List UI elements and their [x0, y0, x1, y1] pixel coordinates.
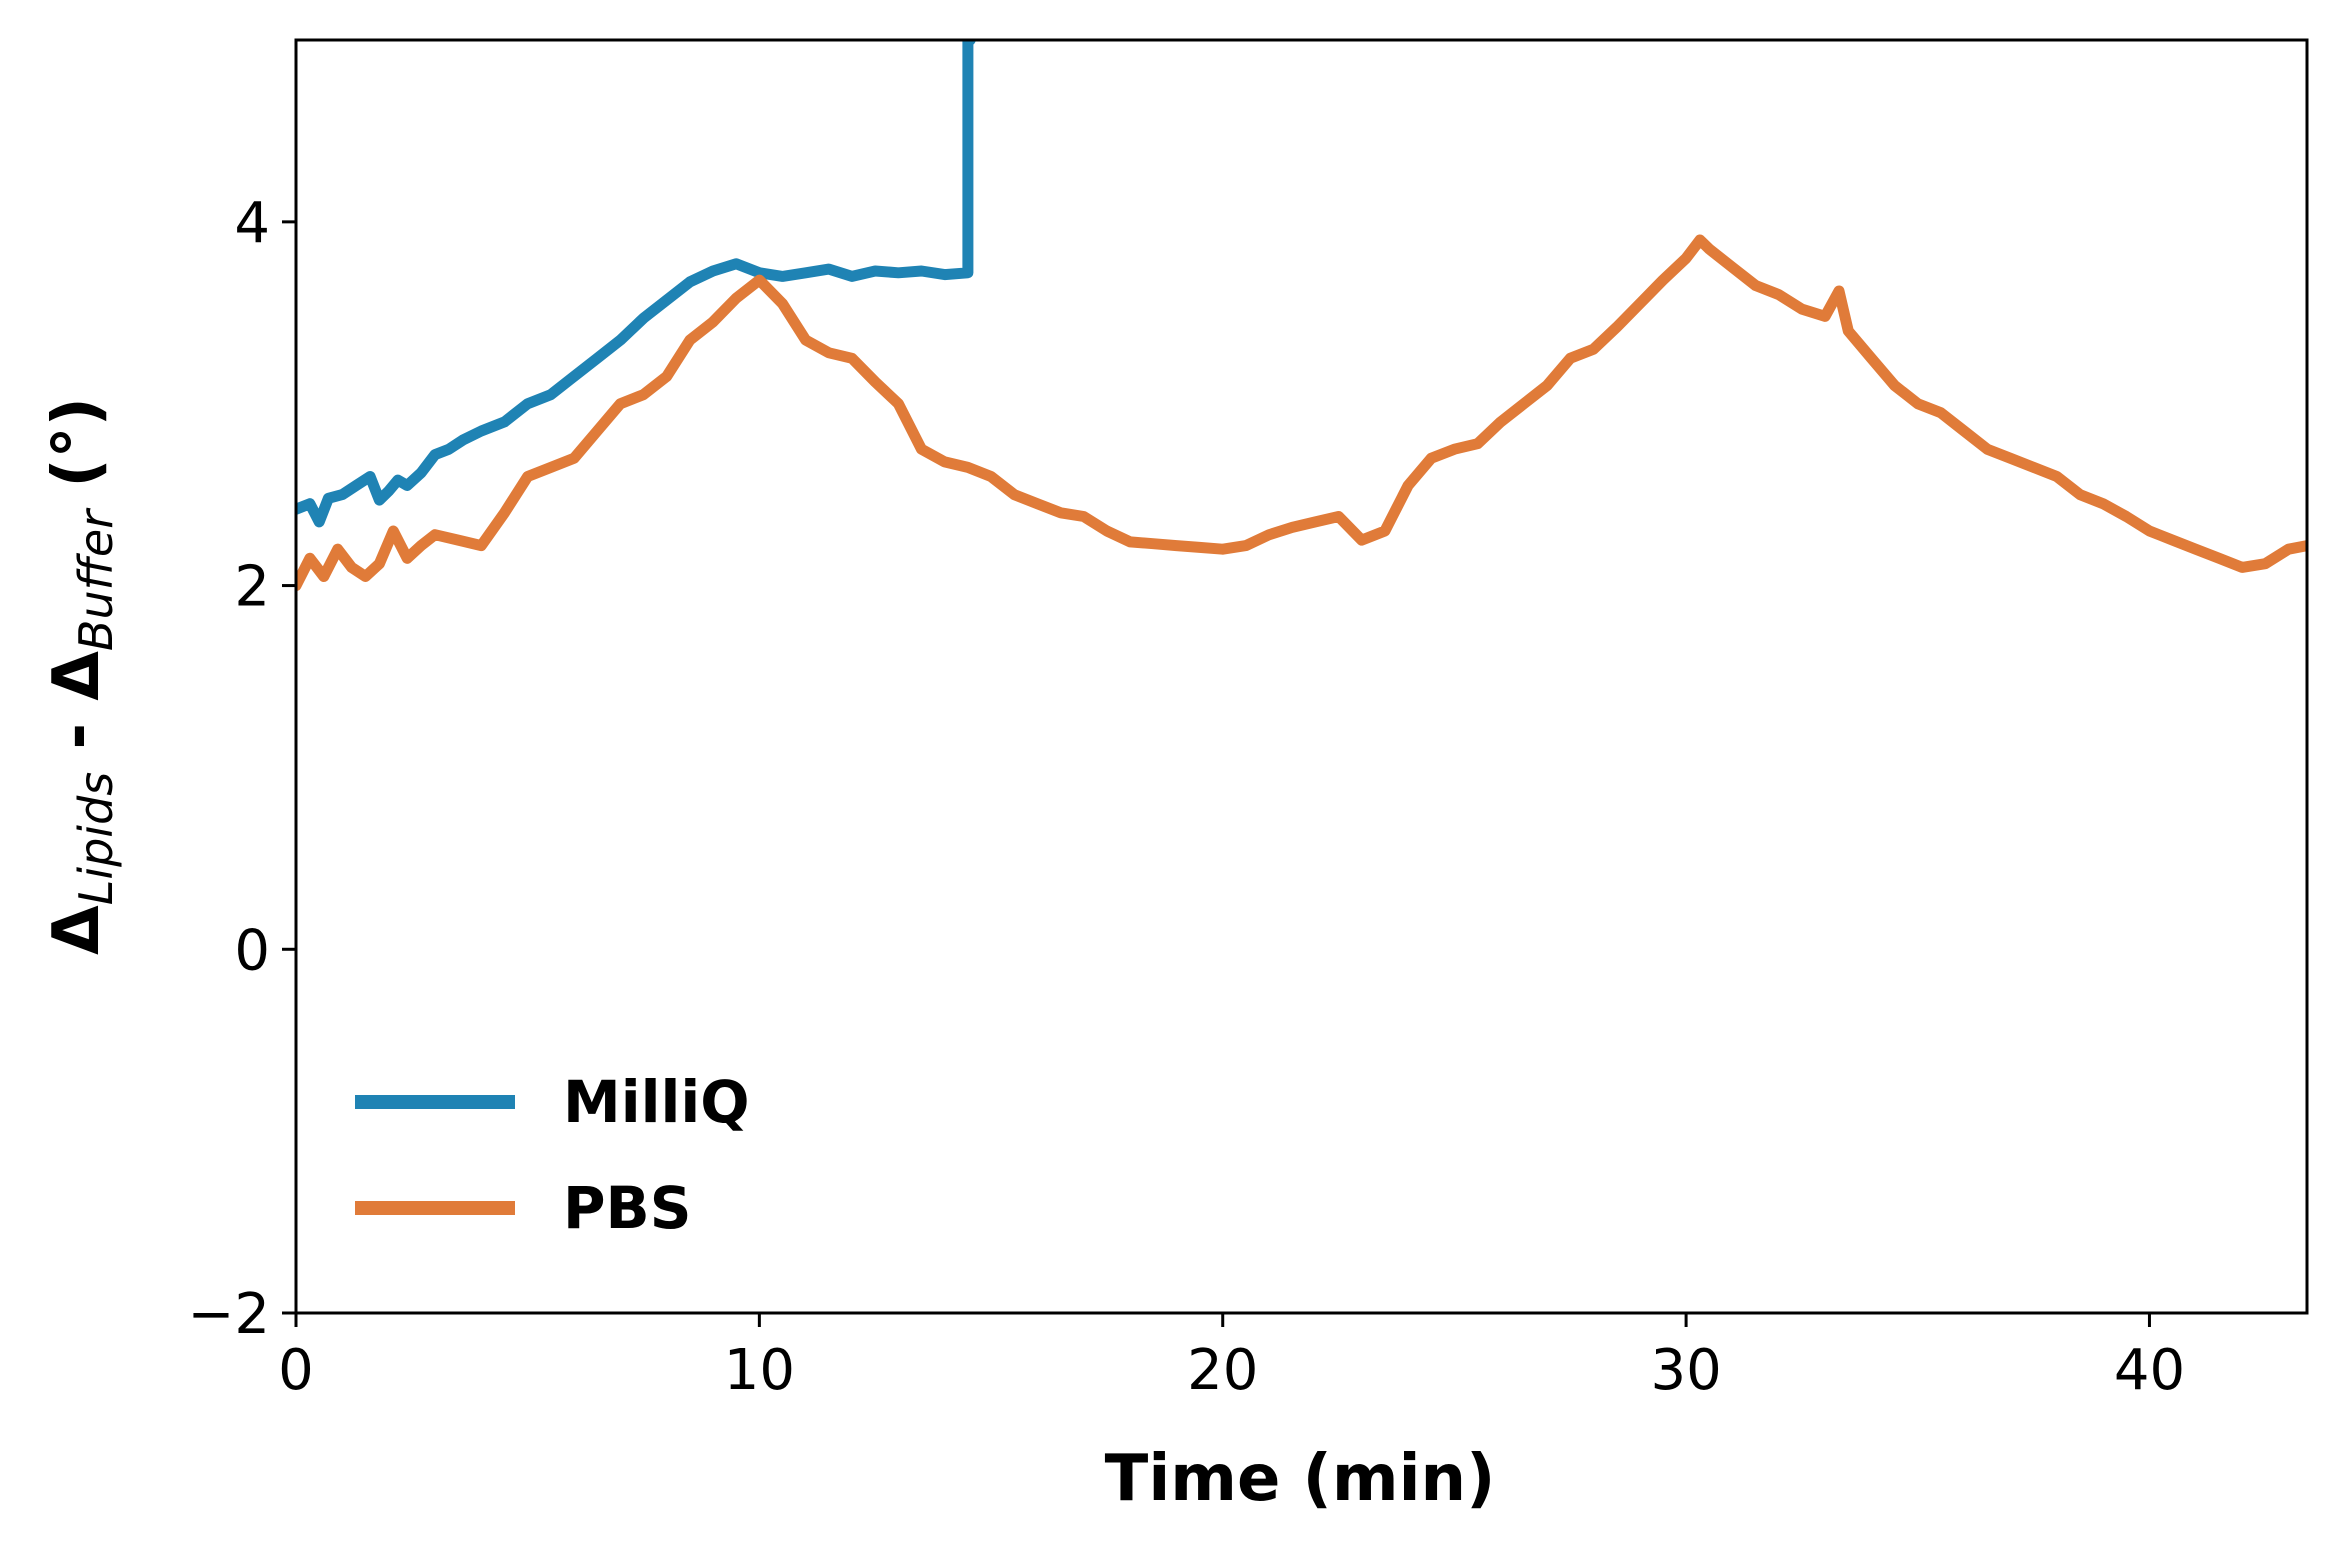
y-axis-label: ΔLipids - ΔBuffer (°): [40, 397, 123, 955]
x-tick-label: 40: [2114, 1338, 2185, 1403]
x-axis-ticks: 0 10 20 30 40: [278, 1313, 2185, 1403]
y-tick-label: −2: [187, 1282, 270, 1347]
y-axis-ticks: −2 0 2 4: [187, 191, 296, 1347]
legend-label-pbs: PBS: [563, 1174, 692, 1242]
y-tick-label: 2: [234, 555, 270, 620]
x-tick-label: 30: [1650, 1338, 1721, 1403]
y-tick-label: 0: [234, 918, 270, 983]
plot-area: [294, 38, 2309, 1315]
y-axis-label-delta-2: Δ: [40, 651, 114, 701]
legend: MilliQ PBS: [355, 1068, 750, 1242]
y-axis-label-sub-1: Lipids: [69, 772, 123, 906]
x-tick-label: 0: [278, 1338, 314, 1403]
x-axis-label: Time (min): [1105, 1442, 1496, 1516]
series-layer: [296, 40, 2307, 592]
legend-label-milliq: MilliQ: [563, 1068, 750, 1136]
series-line-pbs: [296, 234, 2307, 592]
y-axis-label-sep: -: [40, 701, 114, 772]
plot-frame: [294, 38, 2309, 1315]
y-axis-label-delta-1: Δ: [40, 905, 114, 955]
series-line-milliq: [296, 40, 976, 528]
x-tick-label: 20: [1187, 1338, 1258, 1403]
y-tick-label: 4: [234, 191, 270, 256]
svg-text:ΔLipids - ΔBuffer (°): ΔLipids - ΔBuffer (°): [40, 397, 123, 955]
y-axis-label-sub-2: Buffer: [69, 507, 123, 651]
x-tick-label: 10: [724, 1338, 795, 1403]
y-axis-label-unit: (°): [40, 397, 114, 510]
